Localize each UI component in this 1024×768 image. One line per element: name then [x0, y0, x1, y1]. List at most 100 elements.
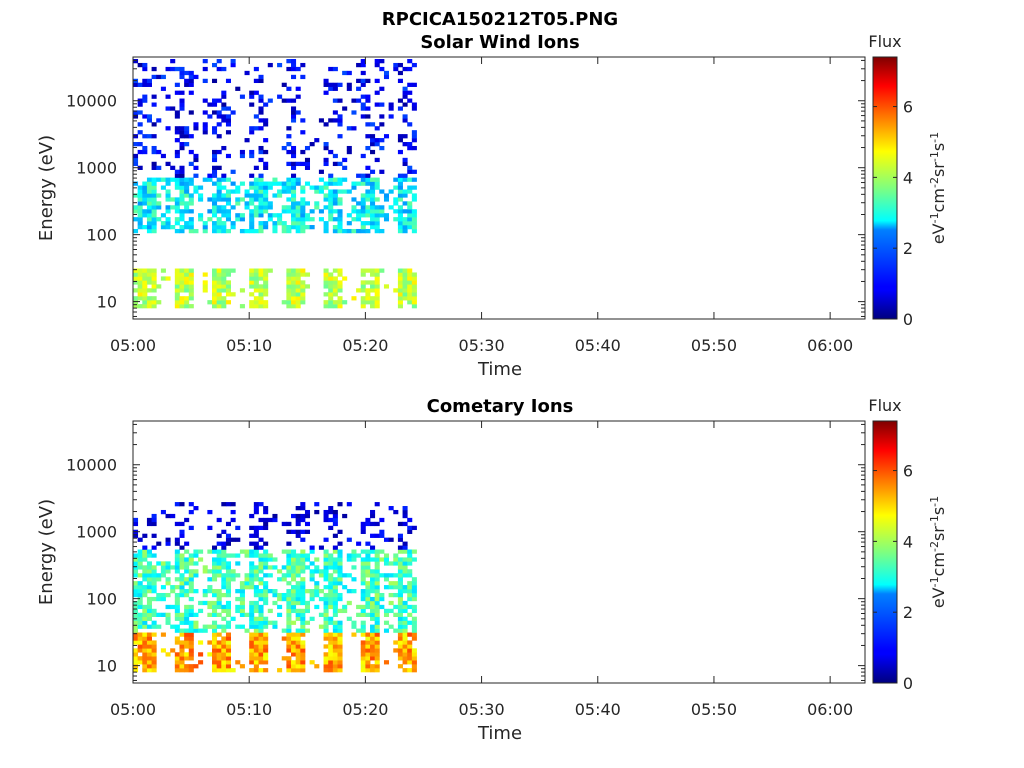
heatmap-cell	[300, 205, 306, 210]
heatmap-cell	[142, 660, 148, 665]
heatmap-cell	[402, 66, 408, 72]
heatmap-cell	[188, 221, 194, 226]
heatmap-cell	[309, 573, 315, 578]
heatmap-cell	[411, 225, 417, 230]
heatmap-cell	[328, 644, 334, 649]
heatmap-cell	[346, 573, 352, 578]
heatmap-cell	[332, 581, 338, 586]
heatmap-cell	[179, 197, 185, 202]
heatmap-cell	[239, 288, 245, 293]
heatmap-cell	[133, 59, 139, 64]
heatmap-cell	[202, 228, 208, 234]
heatmap-cell	[146, 213, 152, 218]
heatmap-cell	[239, 213, 245, 218]
heatmap-cell	[328, 193, 334, 198]
heatmap-cell	[300, 161, 306, 167]
heatmap-cell	[198, 628, 204, 633]
heatmap-cell	[360, 173, 366, 178]
heatmap-cell	[374, 604, 380, 610]
heatmap-cell	[225, 502, 231, 507]
heatmap-cell	[207, 300, 213, 305]
heatmap-cell	[137, 553, 143, 558]
heatmap-cell	[407, 553, 413, 558]
heatmap-cell	[174, 284, 180, 289]
heatmap-cell	[179, 545, 185, 550]
heatmap-cell	[286, 592, 292, 598]
heatmap-cell	[300, 272, 306, 277]
heatmap-cell	[291, 553, 297, 558]
y-axis-label: Energy (eV)	[36, 135, 57, 241]
heatmap-cell	[337, 648, 343, 653]
heatmap-cell	[142, 632, 148, 637]
heatmap-cell	[156, 596, 162, 602]
heatmap-cell	[383, 70, 390, 76]
heatmap-cell	[407, 604, 413, 610]
heatmap-cell	[151, 284, 157, 289]
heatmap-cell	[216, 632, 222, 637]
heatmap-cell	[346, 86, 352, 91]
heatmap-cell	[397, 185, 403, 190]
heatmap-cell	[151, 668, 157, 673]
heatmap-cell	[374, 213, 380, 218]
heatmap-cell	[137, 225, 143, 230]
heatmap-cell	[323, 632, 329, 637]
heatmap-cell	[309, 596, 315, 602]
heatmap-cell	[142, 644, 148, 649]
heatmap-cell	[328, 284, 334, 289]
heatmap-cell	[328, 66, 334, 72]
heatmap-cell	[212, 600, 218, 606]
heatmap-cell	[151, 581, 157, 586]
x-tick-label: 05:40	[575, 700, 621, 719]
solar-wind-ions-panel: Solar Wind Ions 05:00 05:10 05:20 05:30 05:4…	[36, 32, 948, 380]
heatmap-cell	[212, 228, 218, 234]
heatmap-cell	[323, 549, 329, 554]
heatmap-cell	[249, 660, 255, 665]
heatmap-cell	[170, 106, 176, 111]
heatmap-cell	[402, 632, 408, 637]
colorbar-title: Flux	[868, 396, 901, 415]
heatmap-cell	[160, 74, 166, 80]
heatmap-cell	[174, 537, 180, 542]
heatmap-cell	[258, 98, 264, 103]
heatmap-cell	[253, 624, 259, 629]
heatmap-cell	[397, 616, 403, 621]
heatmap-cell	[286, 276, 292, 281]
heatmap-cell	[170, 165, 176, 170]
heatmap-cell	[323, 616, 329, 621]
heatmap-cell	[258, 545, 264, 550]
heatmap-cell	[188, 70, 194, 76]
heatmap-cell	[216, 557, 222, 562]
heatmap-cell	[272, 177, 278, 182]
heatmap-cell	[253, 276, 259, 281]
heatmap-cell	[142, 292, 148, 297]
heatmap-cell	[304, 620, 311, 625]
heatmap-cell	[407, 284, 413, 289]
heatmap-cell	[193, 620, 199, 625]
heatmap-cell	[212, 561, 218, 566]
heatmap-cell	[295, 66, 301, 72]
heatmap-cell	[402, 589, 408, 594]
heatmap-cell	[198, 197, 204, 202]
heatmap-cell	[179, 502, 185, 507]
heatmap-cell	[314, 589, 320, 594]
heatmap-cell	[374, 280, 380, 285]
heatmap-cell	[323, 604, 329, 610]
heatmap-cell	[179, 521, 185, 527]
heatmap-cell	[160, 569, 166, 574]
heatmap-cell	[360, 565, 366, 570]
heatmap-cell	[174, 169, 180, 174]
heatmap-cell	[295, 589, 301, 594]
heatmap-cell	[332, 569, 338, 574]
heatmap-cell	[332, 217, 338, 222]
heatmap-cell	[225, 604, 231, 610]
heatmap-cell	[193, 189, 199, 194]
heatmap-cell	[393, 592, 399, 598]
heatmap-cell	[407, 569, 413, 574]
heatmap-cell	[388, 561, 394, 566]
heatmap-cell	[291, 177, 297, 182]
heatmap-cell	[216, 300, 222, 305]
heatmap-cell	[216, 189, 222, 194]
heatmap-cell	[249, 513, 255, 519]
heatmap-cell	[393, 561, 399, 566]
heatmap-cell	[151, 620, 157, 625]
